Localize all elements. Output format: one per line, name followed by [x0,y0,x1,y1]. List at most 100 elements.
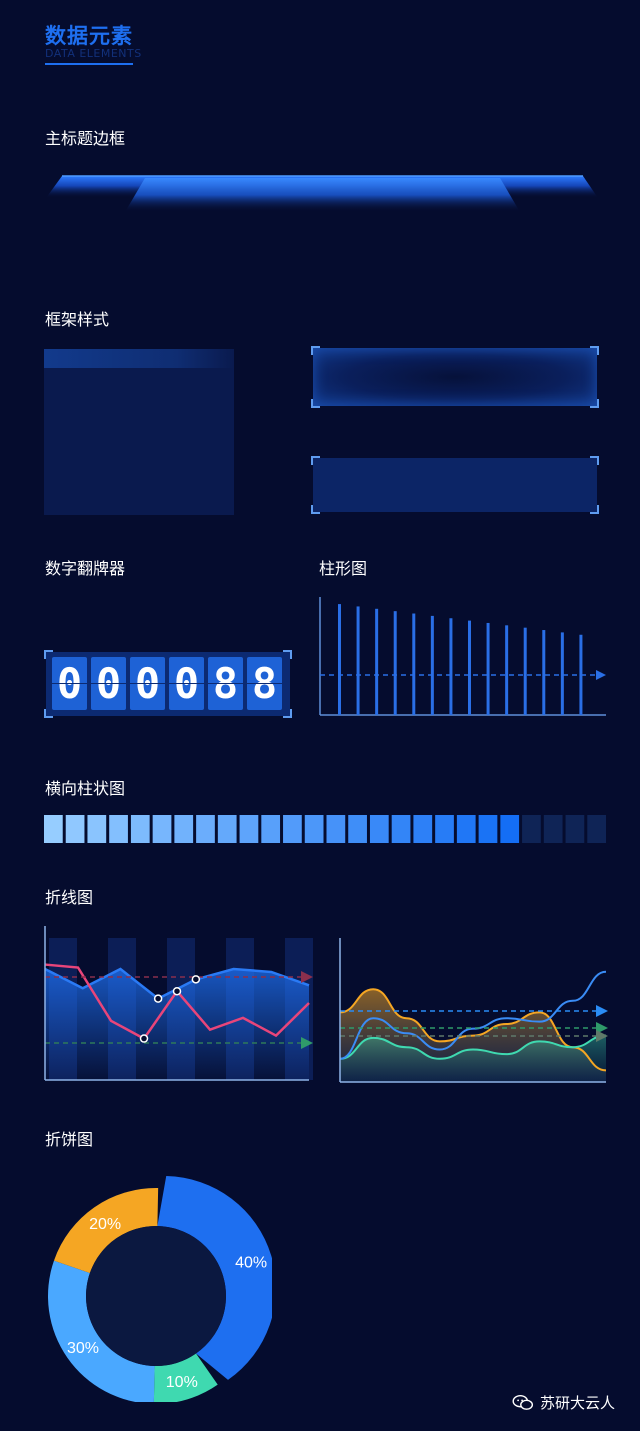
corner-mark [311,346,320,355]
bar-segment [326,815,346,843]
bar-segment [304,815,324,843]
bar-segment [413,815,433,843]
reference-arrow [301,971,313,983]
donut-slice-label: 20% [89,1216,121,1233]
section-title-horizontal-bar: 横向柱状图 [45,779,126,798]
donut-chart: 40% 10% 30% 20% [48,1176,272,1402]
bar-segment [87,815,107,843]
frame-style-glow-box [311,346,599,408]
corner-mark [311,456,320,465]
donut-slice-label: 40% [235,1255,267,1272]
bar-segment [44,815,63,843]
flip-digit: 8 [208,657,243,710]
digit-flipper: 0 0 0 0 8 8 [44,650,292,718]
bar-segment [65,815,85,843]
bar-segment [174,815,194,843]
bar-segment [565,815,585,843]
corner-mark [590,505,599,514]
data-point [191,975,201,984]
data-point [172,986,182,996]
section-title-digit-flipper: 数字翻牌器 [45,559,126,578]
flip-digit: 0 [130,657,165,710]
bar-segment [522,815,541,843]
reference-arrow [596,1022,608,1034]
area-line-chart [339,938,608,1083]
reference-arrow [596,1005,608,1017]
bar [468,620,471,715]
section-title-main-border: 主标题边框 [45,129,126,148]
watermark-text: 苏研大云人 [540,1394,616,1412]
series-line-blue [339,970,607,1060]
donut-slice [157,1176,272,1380]
bar-segment [261,815,281,843]
donut-slice [153,1353,218,1402]
bar-segment [196,815,215,843]
title-underline [45,63,133,65]
series-area-teal [340,1035,606,1082]
bar-segment [152,815,172,843]
bar [579,634,583,715]
page-title: 数据元素 [45,24,133,48]
donut-hole [86,1226,226,1366]
frame-style-panel [44,349,234,515]
watermark: 苏研大云人 [512,1392,615,1413]
series-area [45,969,309,1080]
data-point [139,1034,149,1043]
frame-style-solid-box [311,456,599,514]
bar-segment [217,815,237,843]
bar-segment [456,815,476,843]
corner-mark [44,709,53,718]
bar [412,613,416,715]
bar-segment [369,815,389,843]
bar-segment [391,815,411,843]
bar-chart-arrow [596,670,606,680]
data-point [153,994,163,1003]
bar [338,604,341,715]
section-title-bar-chart: 柱形图 [319,559,368,578]
bar [356,606,360,715]
bar [505,625,509,715]
flip-digit: 8 [247,657,282,710]
horizontal-segment-bar [44,815,606,843]
flip-digit: 0 [91,657,126,710]
series-line-teal [339,1034,607,1060]
corner-mark [590,456,599,465]
section-title-pie-chart: 折饼图 [45,1130,94,1149]
corner-mark [311,399,320,408]
donut-slice-label: 30% [67,1340,99,1357]
bar-segment [435,815,454,843]
corner-mark [44,650,53,659]
main-title-border [46,175,598,212]
section-title-line-chart: 折线图 [45,888,94,907]
donut-slice [48,1260,155,1402]
bar-segment [587,815,606,843]
bar [486,622,490,715]
wechat-icon [512,1394,534,1410]
bar-segment [283,815,302,843]
bar [560,632,564,715]
corner-mark [590,399,599,408]
line-chart [44,926,313,1081]
reference-arrow [301,1037,313,1049]
bar [375,608,379,715]
reference-arrow [596,1030,608,1042]
donut-slice [53,1188,159,1274]
bar-segment [478,815,498,843]
bar [430,615,434,715]
corner-mark [590,346,599,355]
bar [393,611,397,715]
flip-digit: 0 [169,657,204,710]
frame-panel-header [44,349,234,368]
page-subtitle: DATA ELEMENTS [45,47,142,60]
donut-slice-label: 10% [166,1374,198,1391]
corner-mark [283,709,292,718]
bar-segment [239,815,259,843]
bar-segment [543,815,563,843]
bar [542,630,546,715]
corner-mark [311,505,320,514]
bar [449,618,453,715]
bar-segment [348,815,367,843]
bar [523,627,527,715]
section-title-frame-style: 框架样式 [45,310,110,329]
corner-mark [283,650,292,659]
